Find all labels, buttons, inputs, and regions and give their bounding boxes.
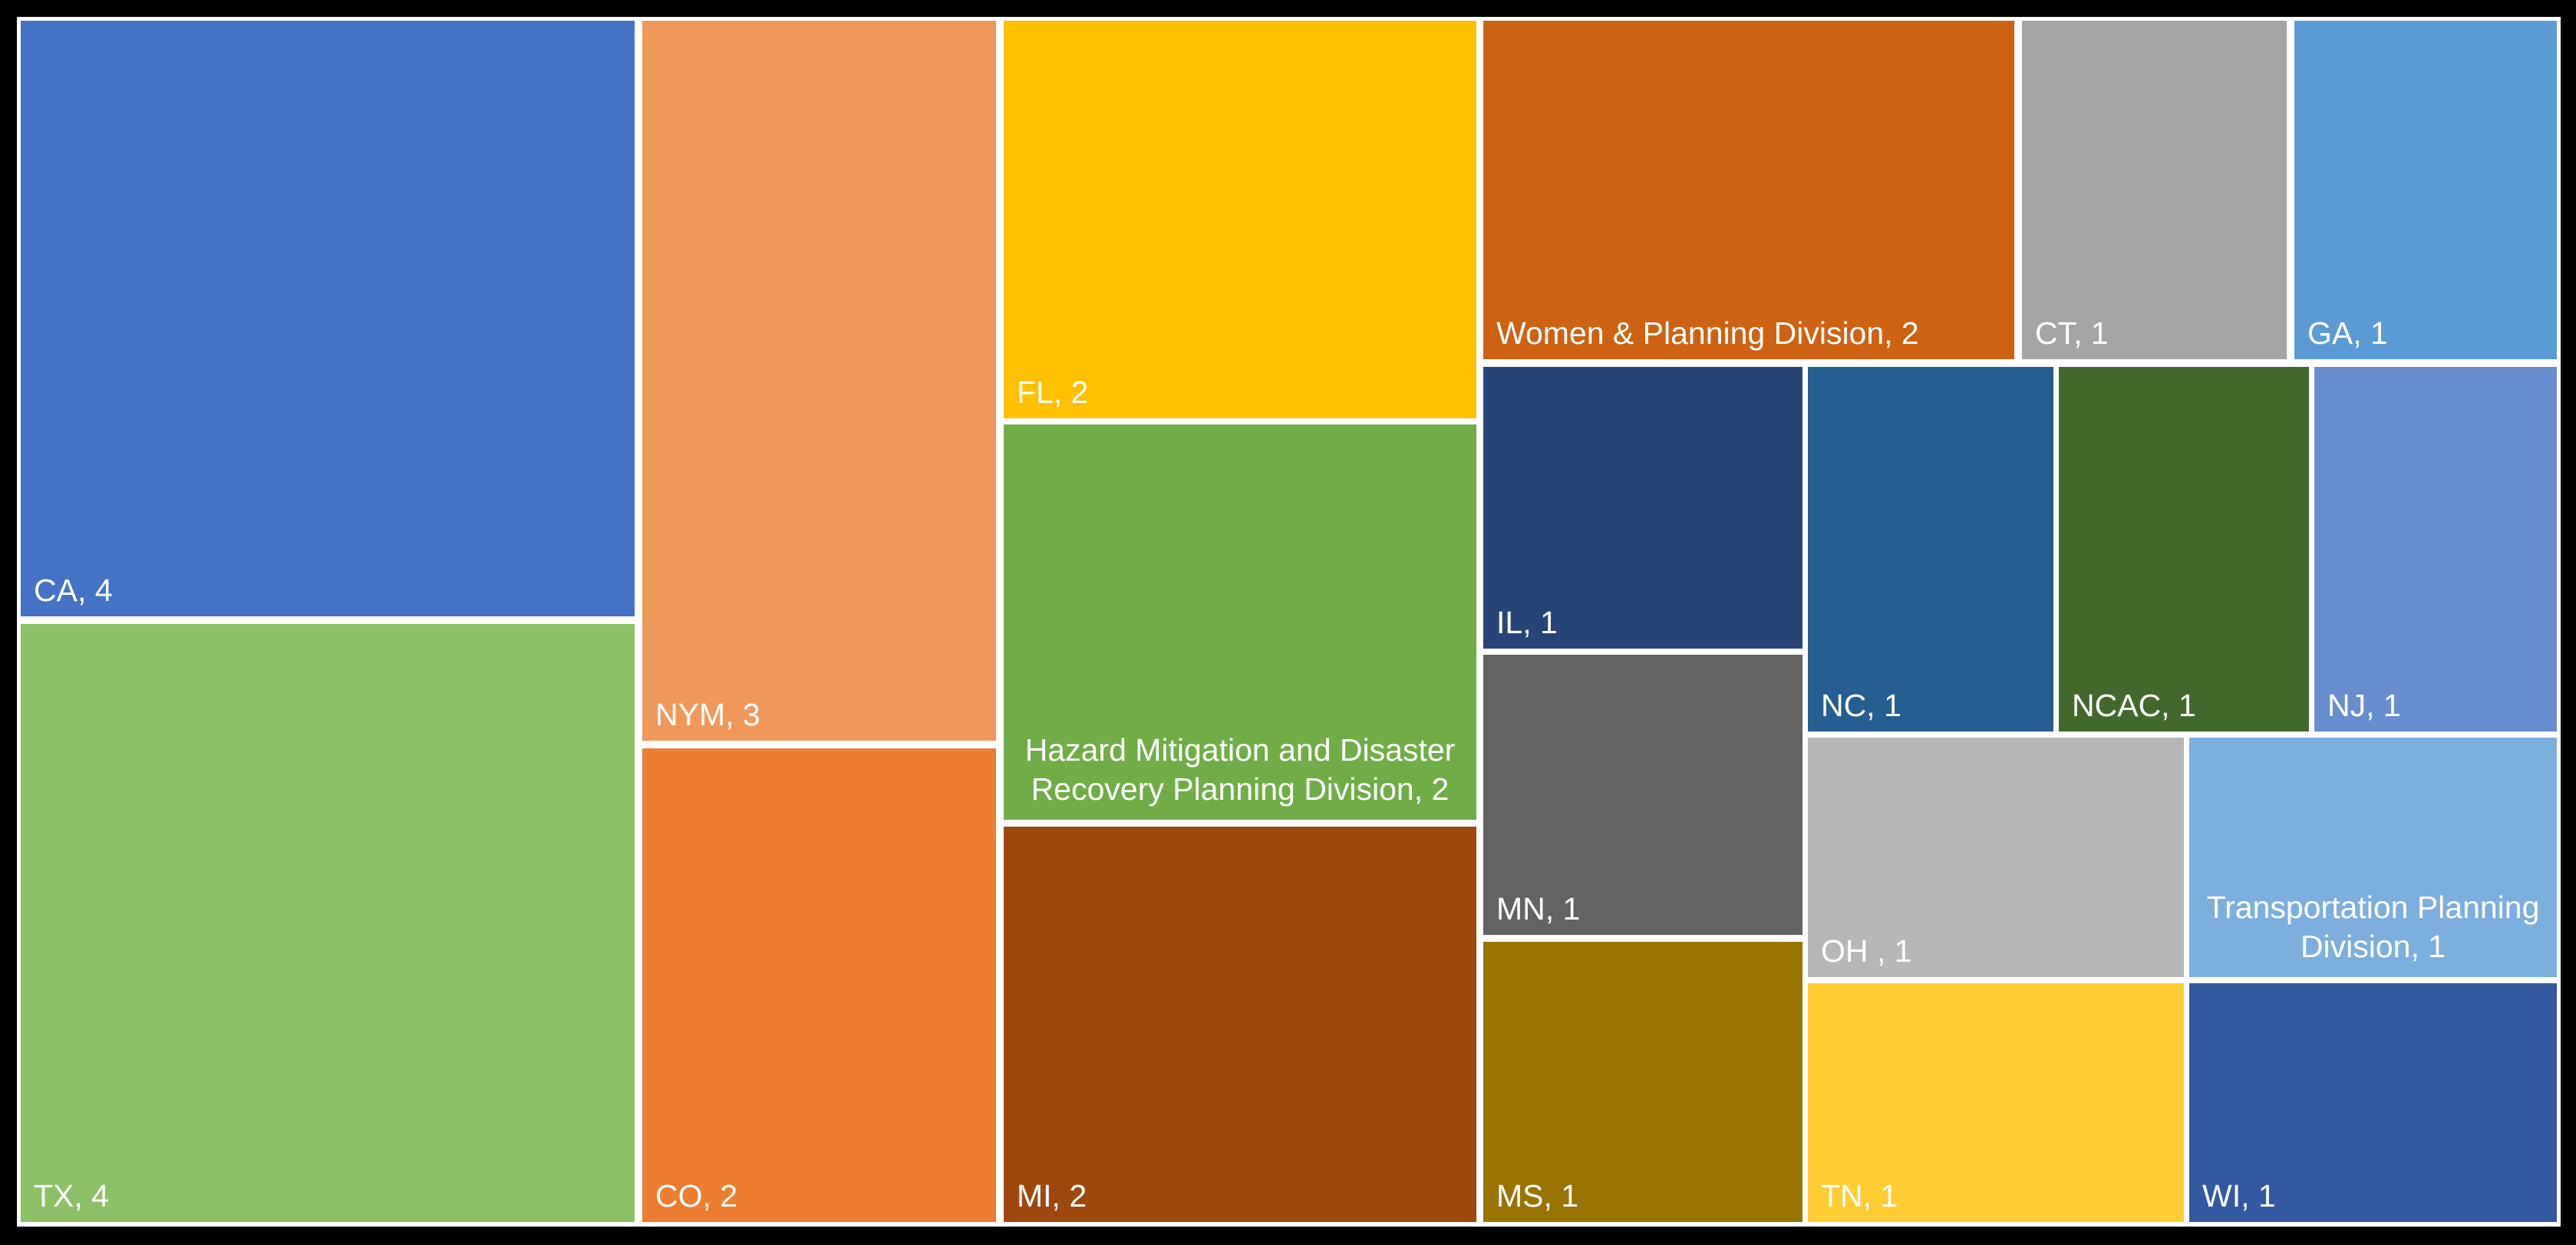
- treemap-tile-women-planning-division: Women & Planning Division, 2: [1483, 21, 2014, 359]
- tile-label-line: MS, 1: [1496, 1177, 1579, 1214]
- tile-label-line: FL, 2: [1017, 374, 1089, 410]
- tile-label-line: CA, 4: [34, 572, 113, 608]
- tile-label-line: NCAC, 1: [2072, 687, 2196, 723]
- tile-label-line: Women & Planning Division, 2: [1496, 315, 1919, 351]
- treemap-tile-label: GA, 1: [2307, 314, 2388, 353]
- treemap-tile-oh: OH , 1: [1808, 738, 2184, 977]
- treemap-tile-label: MN, 1: [1496, 890, 1580, 929]
- tile-label-line: IL, 1: [1496, 604, 1558, 640]
- treemap-tile-label: FL, 2: [1017, 373, 1088, 412]
- treemap-tile-label: CO, 2: [655, 1177, 737, 1216]
- treemap-tile-label: OH , 1: [1821, 932, 1911, 971]
- treemap-tile-ms: MS, 1: [1483, 942, 1803, 1222]
- tile-label-line: Transportation Planning: [2206, 889, 2540, 925]
- treemap-tile-label: NYM, 3: [655, 695, 760, 735]
- treemap-tile-ncac: NCAC, 1: [2059, 367, 2309, 731]
- treemap-tile-hazard-mitigation-division: Hazard Mitigation and Disaster Recovery P…: [1004, 424, 1476, 820]
- treemap-tile-label: TN, 1: [1821, 1177, 1898, 1216]
- treemap-tile-ca: CA, 4: [21, 21, 635, 616]
- treemap-tile-label: MI, 2: [1017, 1177, 1087, 1216]
- tile-label-line: Division, 1: [2300, 928, 2446, 964]
- treemap-tile-mn: MN, 1: [1483, 655, 1803, 935]
- treemap-tile-il: IL, 1: [1483, 367, 1803, 649]
- tile-label-line: NJ, 1: [2327, 687, 2401, 723]
- tile-label-line: TX, 4: [34, 1177, 109, 1214]
- treemap-tile-tn: TN, 1: [1808, 983, 2184, 1222]
- treemap-tile-wi: WI, 1: [2189, 983, 2557, 1222]
- tile-label-line: OH , 1: [1821, 933, 1912, 969]
- treemap-tile-label: Women & Planning Division, 2: [1496, 314, 1919, 353]
- treemap-tile-ct: CT, 1: [2022, 21, 2287, 359]
- treemap-tile-label: NC, 1: [1821, 686, 1901, 725]
- treemap-tile-mi: MI, 2: [1004, 827, 1476, 1222]
- treemap-plot-area: CA, 4 TX, 4 NYM, 3 CO, 2 FL, 2 Hazard Mitigat…: [17, 17, 2561, 1227]
- treemap-tile-nc: NC, 1: [1808, 367, 2053, 731]
- tile-label-line: Recovery Planning Division, 2: [1031, 771, 1450, 807]
- treemap-tile-label: CA, 4: [34, 571, 113, 610]
- treemap-tile-fl: FL, 2: [1004, 21, 1476, 418]
- treemap-tile-tx: TX, 4: [21, 624, 635, 1222]
- tile-label-line: CO, 2: [655, 1177, 738, 1214]
- treemap-tile-label: MS, 1: [1496, 1177, 1578, 1216]
- tile-label-line: NYM, 3: [655, 696, 760, 732]
- tile-label-line: GA, 1: [2307, 315, 2388, 351]
- treemap-tile-transportation-planning-division: Transportation Planning Division, 1: [2189, 738, 2557, 977]
- tile-label-line: NC, 1: [1821, 687, 1901, 723]
- treemap-tile-co: CO, 2: [642, 748, 996, 1222]
- tile-label-line: MI, 2: [1017, 1177, 1087, 1214]
- treemap-tile-label: CT, 1: [2035, 314, 2109, 353]
- treemap-tile-label: NJ, 1: [2327, 686, 2401, 725]
- treemap-tile-label: TX, 4: [34, 1177, 109, 1216]
- treemap-tile-label: Transportation Planning Division, 1: [2189, 888, 2557, 967]
- treemap-tile-label: IL, 1: [1496, 603, 1558, 642]
- tile-label-line: TN, 1: [1821, 1177, 1898, 1214]
- tile-label-line: MN, 1: [1496, 890, 1581, 926]
- treemap-tile-label: WI, 1: [2202, 1177, 2276, 1216]
- tile-label-line: Hazard Mitigation and Disaster: [1024, 731, 1456, 768]
- treemap-tile-label: NCAC, 1: [2072, 686, 2196, 725]
- treemap-tile-nym: NYM, 3: [642, 21, 996, 741]
- tile-label-line: WI, 1: [2202, 1177, 2276, 1214]
- tile-label-line: CT, 1: [2035, 315, 2109, 351]
- treemap-tile-ga: GA, 1: [2294, 21, 2557, 359]
- treemap-tile-nj: NJ, 1: [2314, 367, 2557, 731]
- treemap-tile-label: Hazard Mitigation and Disaster Recovery P…: [1004, 731, 1476, 810]
